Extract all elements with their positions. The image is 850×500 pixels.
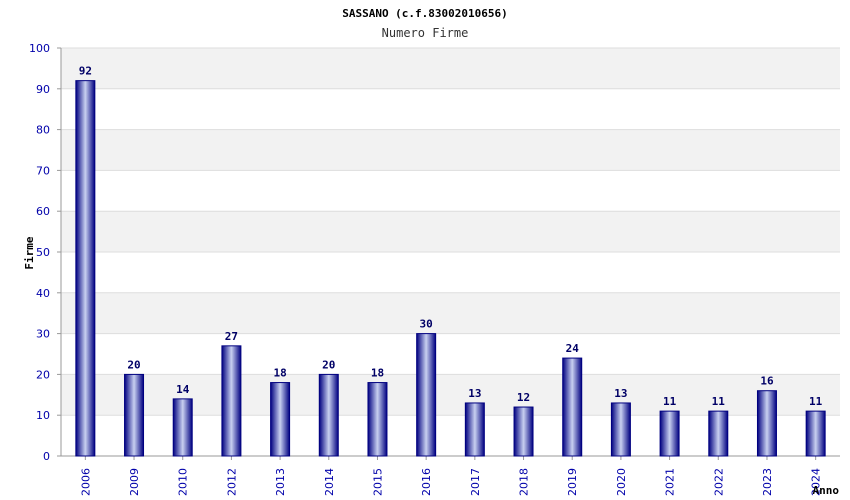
- x-tick-label: 2013: [274, 468, 287, 496]
- data-label: 18: [371, 367, 384, 380]
- data-label: 12: [517, 391, 530, 404]
- data-label: 30: [420, 318, 433, 331]
- y-tick-label: 100: [29, 42, 50, 55]
- x-tick-label: 2023: [761, 468, 774, 496]
- bar: [513, 406, 534, 457]
- data-label: 13: [614, 387, 627, 400]
- data-label: 20: [322, 358, 335, 371]
- y-tick-label: 80: [36, 124, 50, 137]
- plot-band: [61, 88, 840, 130]
- plot-band: [61, 211, 840, 252]
- plot-band: [61, 292, 840, 334]
- data-label: 11: [809, 395, 823, 408]
- x-tick-label: 2024: [810, 468, 823, 496]
- x-tick-label: 2017: [469, 468, 482, 496]
- x-tick-label: 2018: [518, 468, 531, 496]
- y-tick-label: 50: [36, 246, 50, 259]
- x-tick-label: 2022: [712, 468, 725, 496]
- x-tick-label: 2009: [128, 468, 141, 496]
- x-axis-label: Anno: [813, 484, 840, 497]
- data-label: 11: [663, 395, 677, 408]
- bar: [562, 357, 583, 457]
- data-label: 11: [712, 395, 726, 408]
- plot-band: [61, 333, 840, 375]
- data-label: 92: [79, 65, 92, 78]
- plot-band: [61, 129, 840, 171]
- y-tick-label: 70: [36, 164, 50, 177]
- x-tick-label: 2020: [615, 468, 628, 496]
- bar: [318, 373, 339, 457]
- y-tick-label: 60: [36, 205, 50, 218]
- data-label: 16: [760, 375, 774, 388]
- data-label: 14: [176, 383, 190, 396]
- plot-band: [61, 252, 840, 293]
- data-label: 20: [127, 358, 140, 371]
- bar: [75, 80, 96, 457]
- plot-background: [61, 48, 840, 456]
- bar: [659, 410, 680, 457]
- data-labels: 92 20 14 27 18 20 18 30 13 12 24 13 11 11 16 11: [79, 65, 823, 408]
- bar: [221, 345, 242, 457]
- y-tick-label: 10: [36, 409, 50, 422]
- bar: [416, 333, 437, 457]
- y-tick-label: 20: [36, 368, 50, 381]
- x-tick-label: 2010: [177, 468, 190, 496]
- x-tick-label: 2021: [664, 468, 677, 496]
- data-label: 13: [468, 387, 481, 400]
- plot-band: [61, 170, 840, 212]
- x-tick-label: 2006: [79, 468, 92, 496]
- data-label: 18: [273, 367, 286, 380]
- x-tick-label: 2014: [323, 468, 336, 496]
- y-tick-label: 40: [36, 287, 50, 300]
- data-label: 24: [566, 342, 580, 355]
- x-tick-label: 2019: [566, 468, 579, 496]
- y-tick-label: 0: [43, 450, 50, 463]
- bar: [464, 402, 485, 457]
- x-tick-label: 2015: [371, 468, 384, 496]
- data-label: 27: [225, 330, 238, 343]
- bar: [610, 402, 631, 457]
- bar: [708, 410, 729, 457]
- y-tick-label: 90: [36, 83, 50, 96]
- bars: [75, 80, 826, 457]
- x-tick-label: 2012: [225, 468, 238, 496]
- bar: [270, 382, 291, 457]
- chart-title: SASSANO (c.f.83002010656): [342, 7, 508, 20]
- bar: [124, 373, 145, 457]
- chart-subtitle: Numero Firme: [382, 26, 469, 40]
- bar: [367, 382, 388, 457]
- bar: [805, 410, 826, 457]
- plot-band: [61, 48, 840, 89]
- y-axis-label: Firme: [23, 236, 36, 269]
- bar: [756, 390, 777, 457]
- x-tick-label: 2016: [420, 468, 433, 496]
- y-tick-label: 30: [36, 328, 50, 341]
- bar: [172, 398, 193, 457]
